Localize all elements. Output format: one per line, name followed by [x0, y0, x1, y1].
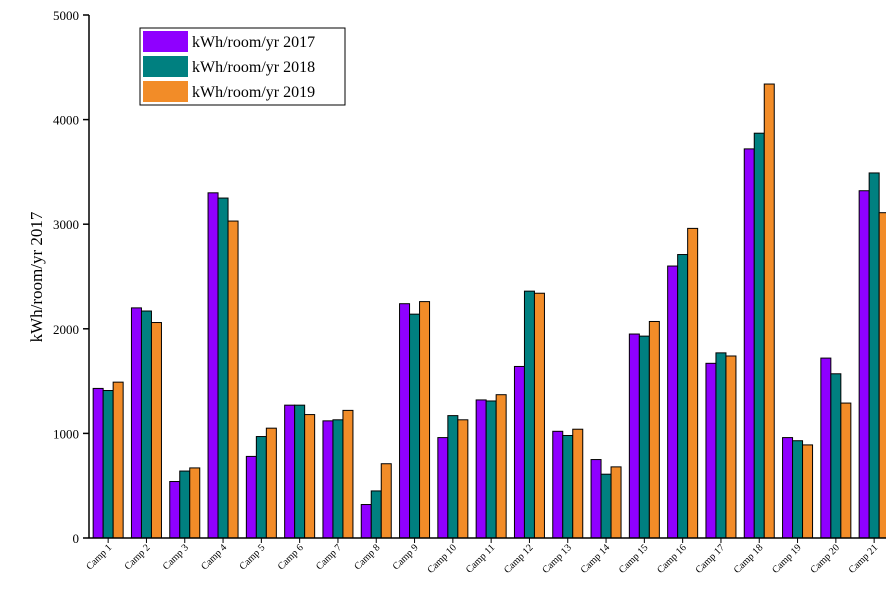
- bar: [533, 292, 545, 539]
- x-tick-label: Camp 7: [314, 542, 344, 572]
- bar: [743, 148, 755, 539]
- bar: [370, 490, 382, 539]
- x-tick-label: Camp 17: [694, 542, 728, 576]
- bar: [667, 265, 679, 539]
- bar: [207, 192, 219, 539]
- x-tick-label: Camp 15: [617, 542, 651, 576]
- x-tick-label: Camp 6: [276, 542, 306, 572]
- y-tick-label: 2000: [53, 322, 79, 337]
- legend-label: kWh/room/yr 2018: [192, 59, 315, 76]
- bar: [572, 428, 584, 539]
- x-tick-label: Camp 2: [123, 542, 153, 572]
- x-tick-label: Camp 16: [655, 542, 689, 576]
- x-tick-label: Camp 14: [579, 542, 613, 576]
- bar: [677, 254, 689, 539]
- bar: [102, 390, 114, 539]
- bar: [610, 466, 622, 539]
- bar: [179, 470, 191, 539]
- bar: [600, 473, 612, 539]
- bar: [840, 402, 852, 539]
- bar: [342, 409, 354, 539]
- bar: [189, 467, 201, 539]
- bar: [332, 419, 344, 539]
- bar: [447, 415, 459, 539]
- bar: [437, 437, 449, 539]
- x-tick-label: Camp 20: [808, 542, 842, 576]
- x-tick-label: Camp 8: [352, 542, 382, 572]
- bar: [399, 303, 411, 539]
- x-tick-label: Camp 19: [770, 542, 804, 576]
- bar: [130, 307, 142, 539]
- bar: [590, 459, 602, 539]
- x-tick-label: Camp 21: [847, 542, 881, 576]
- bar: [294, 404, 306, 539]
- bar: [782, 437, 794, 539]
- bar: [227, 220, 239, 539]
- bar: [245, 455, 257, 539]
- bar: [858, 190, 870, 539]
- bar: [628, 333, 640, 539]
- x-tick-label: Camp 11: [464, 542, 497, 575]
- bar: [763, 83, 775, 539]
- bar: [322, 420, 334, 539]
- bar: [380, 463, 392, 539]
- y-tick-label: 3000: [53, 217, 79, 232]
- legend-swatch: [143, 31, 188, 52]
- bar: [792, 440, 804, 539]
- bar: [255, 436, 267, 539]
- bar: [562, 434, 574, 539]
- bar: [409, 313, 421, 539]
- bar: [878, 212, 886, 539]
- bar: [820, 357, 832, 539]
- x-tick-label: Camp 12: [502, 542, 536, 576]
- bar: [830, 373, 842, 539]
- bar: [687, 227, 699, 539]
- bar: [457, 419, 469, 539]
- y-tick-label: 0: [73, 531, 80, 546]
- legend-swatch: [143, 56, 188, 77]
- bar: [284, 404, 296, 539]
- bar: [92, 387, 104, 539]
- x-tick-label: Camp 13: [540, 542, 574, 576]
- bar: [169, 481, 181, 539]
- bar: [552, 430, 564, 539]
- bar: [523, 290, 535, 539]
- x-tick-label: Camp 1: [84, 542, 114, 572]
- bar: [705, 362, 717, 539]
- bar: [715, 352, 727, 539]
- bar: [112, 381, 124, 539]
- bar: [725, 355, 737, 539]
- y-tick-label: 5000: [53, 8, 79, 23]
- bar: [485, 400, 497, 539]
- bar: [495, 394, 507, 539]
- bar: [217, 197, 229, 539]
- y-tick-label: 4000: [53, 113, 79, 128]
- legend-label: kWh/room/yr 2017: [192, 34, 315, 51]
- bar: [360, 504, 372, 539]
- legend-label: kWh/room/yr 2019: [192, 84, 315, 101]
- bar: [419, 301, 431, 539]
- bar: [638, 335, 650, 539]
- x-tick-label: Camp 18: [732, 542, 766, 576]
- x-tick-label: Camp 3: [161, 542, 191, 572]
- bar: [802, 444, 814, 539]
- x-tick-label: Camp 4: [199, 542, 229, 572]
- bar: [868, 172, 880, 539]
- bar: [150, 322, 162, 539]
- bar: [475, 399, 487, 539]
- bar: [304, 414, 316, 539]
- bar: [513, 365, 525, 539]
- bar: [753, 132, 765, 539]
- y-axis-label: kWh/room/yr 2017: [27, 211, 46, 342]
- y-tick-label: 1000: [53, 426, 79, 441]
- bar: [140, 310, 152, 539]
- x-tick-label: Camp 10: [425, 542, 459, 576]
- bar: [648, 320, 660, 539]
- bar: [265, 427, 277, 539]
- x-tick-label: Camp 9: [391, 542, 421, 572]
- legend-swatch: [143, 81, 188, 102]
- x-tick-label: Camp 5: [237, 542, 267, 572]
